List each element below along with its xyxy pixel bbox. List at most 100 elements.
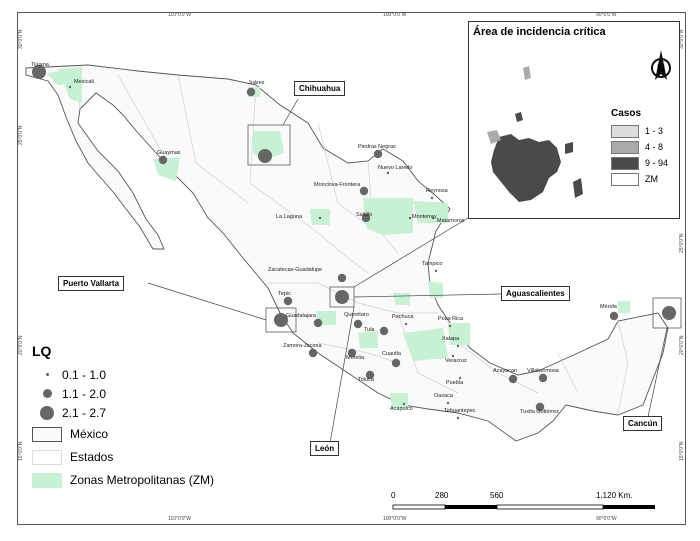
lq-point bbox=[391, 358, 401, 368]
city-label: Villahermosa bbox=[527, 368, 560, 374]
callout-leon: León bbox=[310, 441, 340, 456]
city-label: Monterrey bbox=[412, 214, 437, 220]
mexico-map: Tijuana Mexicali Juárez Guaymas Piedras Negr… bbox=[25, 62, 682, 444]
scale-label-280: 280 bbox=[435, 491, 449, 500]
lq-point bbox=[283, 296, 293, 306]
casos-swatch bbox=[611, 172, 639, 186]
tick-bottom-100: 100°0'0"W bbox=[383, 516, 407, 522]
lq-point bbox=[337, 273, 347, 283]
lq-small-dot-icon bbox=[45, 373, 49, 376]
scale-label-560: 560 bbox=[490, 491, 504, 500]
casos-swatch bbox=[611, 140, 639, 154]
lq-point bbox=[434, 269, 438, 273]
city-label: Puebla bbox=[446, 380, 464, 386]
lq-point bbox=[318, 216, 322, 220]
mexico-outline bbox=[25, 64, 669, 442]
lq-point bbox=[158, 155, 168, 165]
mexico-swatch bbox=[32, 426, 62, 442]
tick-right-15: 15°0'0"N bbox=[679, 441, 685, 461]
lq-point bbox=[32, 65, 46, 79]
tick-left-30: 30°0'0"N bbox=[18, 29, 24, 49]
lq-point bbox=[451, 354, 455, 358]
tick-top-100: 100°0'0"W bbox=[383, 12, 407, 18]
lq-point bbox=[456, 416, 460, 420]
lq-point bbox=[313, 318, 323, 328]
lq-point bbox=[404, 322, 408, 326]
city-label: Piedras Negras bbox=[358, 144, 396, 150]
lq-point bbox=[402, 402, 406, 406]
casos-row-2: 4 - 8 bbox=[611, 139, 668, 155]
lq-point-callout bbox=[258, 149, 272, 163]
callout-boxes bbox=[147, 98, 682, 444]
tick-right-20: 20°0'0"N bbox=[679, 335, 685, 355]
inset-graphic: N bbox=[487, 50, 671, 202]
tick-top-90: 90°0'0"W bbox=[596, 12, 617, 18]
city-label: Guadalajara bbox=[286, 313, 317, 319]
city-label: Guaymas bbox=[157, 150, 181, 156]
inset-map: Área de incidencia crítica N Casos 1 - 3… bbox=[468, 21, 680, 219]
lq-point bbox=[446, 401, 450, 405]
city-label: Tepic bbox=[278, 291, 291, 297]
lq-row-1: 0.1 - 1.0 bbox=[32, 365, 214, 384]
city-label: La Laguna bbox=[276, 214, 303, 220]
lq-point bbox=[430, 196, 434, 200]
main-legend: LQ 0.1 - 1.0 1.1 - 2.0 2.1 - 2.7 México … bbox=[32, 343, 214, 491]
city-label: Tijuana bbox=[31, 62, 50, 68]
legend-zm-label: Zonas Metropolitanas (ZM) bbox=[70, 473, 215, 487]
scale-bar-graphic bbox=[392, 504, 655, 510]
lq-medium-dot-icon bbox=[42, 389, 52, 398]
city-label: Juárez bbox=[248, 80, 265, 86]
lq-large-dot-icon bbox=[40, 405, 54, 420]
tick-left-15: 15°0'0"N bbox=[18, 441, 24, 461]
callout-aguascalientes: Aguascalientes bbox=[501, 286, 570, 301]
lq-label: 2.1 - 2.7 bbox=[62, 405, 107, 420]
city-label: Cuautla bbox=[382, 351, 402, 357]
callout-cancun: Cancún bbox=[623, 416, 663, 431]
city-label: Mexicali bbox=[74, 79, 94, 85]
casos-row-3: 9 - 94 bbox=[611, 155, 668, 171]
lq-point bbox=[538, 373, 548, 383]
legend-mexico-label: México bbox=[70, 427, 109, 441]
casos-legend: Casos 1 - 3 4 - 8 9 - 94 ZM bbox=[611, 108, 668, 187]
lq-point-callout bbox=[335, 290, 349, 304]
zm-swatch bbox=[32, 472, 62, 488]
lq-point bbox=[609, 311, 619, 321]
north-arrow-icon: N bbox=[651, 50, 671, 80]
lq-point bbox=[246, 87, 256, 97]
estados-swatch bbox=[32, 449, 62, 465]
tick-bottom-90: 90°0'0"W bbox=[596, 516, 617, 522]
city-label: Toluca bbox=[358, 377, 375, 383]
city-label: Oaxaca bbox=[434, 393, 454, 399]
city-label: Querétaro bbox=[344, 312, 369, 318]
tick-left-25: 25°0'0"N bbox=[18, 125, 24, 145]
legend-zm: Zonas Metropolitanas (ZM) bbox=[32, 469, 214, 491]
legend-estados: Estados bbox=[32, 446, 214, 468]
city-label: Poza Rica bbox=[438, 316, 464, 322]
north-letter: N bbox=[657, 63, 665, 75]
city-label: Matamoros bbox=[437, 218, 465, 224]
city-label: Saltillo bbox=[356, 212, 372, 218]
lq-point bbox=[361, 213, 371, 223]
lq-point bbox=[308, 348, 318, 358]
lq-point bbox=[535, 402, 545, 412]
tick-top-110: 110°0'0"W bbox=[168, 12, 191, 18]
lq-point bbox=[353, 319, 363, 329]
lq-point bbox=[365, 370, 375, 380]
city-label: Monclova-Frontera bbox=[314, 182, 361, 188]
lq-label: 1.1 - 2.0 bbox=[62, 386, 107, 401]
city-label: Nuevo Laredo bbox=[378, 165, 413, 171]
lq-point bbox=[448, 324, 452, 328]
lq-point bbox=[508, 374, 518, 384]
city-label: Xalapa bbox=[442, 336, 460, 342]
city-label: Tampico bbox=[422, 261, 442, 267]
callout-puerto-vallarta: Puerto Vallarta bbox=[58, 276, 125, 291]
tick-bottom-110: 110°0'0"W bbox=[168, 516, 191, 522]
city-label: Zacatecas-Guadalupe bbox=[268, 267, 322, 273]
city-label: Pachuca bbox=[392, 314, 414, 320]
lq-point bbox=[373, 149, 383, 159]
lq-point bbox=[379, 326, 389, 336]
lq-label: 0.1 - 1.0 bbox=[62, 367, 107, 382]
casos-row-4: ZM bbox=[611, 171, 668, 187]
lq-points bbox=[32, 65, 676, 420]
tick-right-25: 25°0'0"N bbox=[679, 233, 685, 253]
